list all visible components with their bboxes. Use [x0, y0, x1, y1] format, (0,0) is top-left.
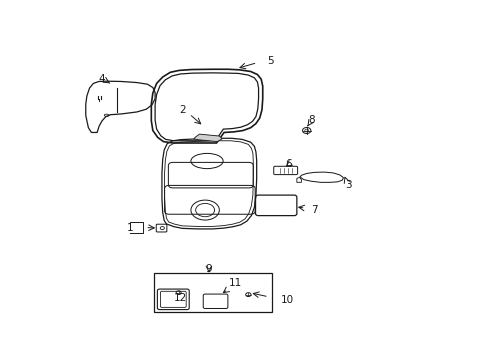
Text: 4: 4 — [99, 74, 105, 84]
Text: 8: 8 — [307, 115, 314, 125]
Text: 9: 9 — [205, 264, 212, 274]
Text: 5: 5 — [267, 56, 273, 66]
Text: 1: 1 — [126, 222, 133, 233]
Text: 11: 11 — [228, 278, 242, 288]
Text: 3: 3 — [344, 180, 350, 190]
Text: 2: 2 — [179, 105, 185, 115]
Text: 6: 6 — [285, 159, 291, 169]
Text: 10: 10 — [280, 296, 293, 305]
Polygon shape — [193, 134, 222, 141]
Text: 7: 7 — [310, 205, 317, 215]
Text: 12: 12 — [174, 293, 187, 303]
